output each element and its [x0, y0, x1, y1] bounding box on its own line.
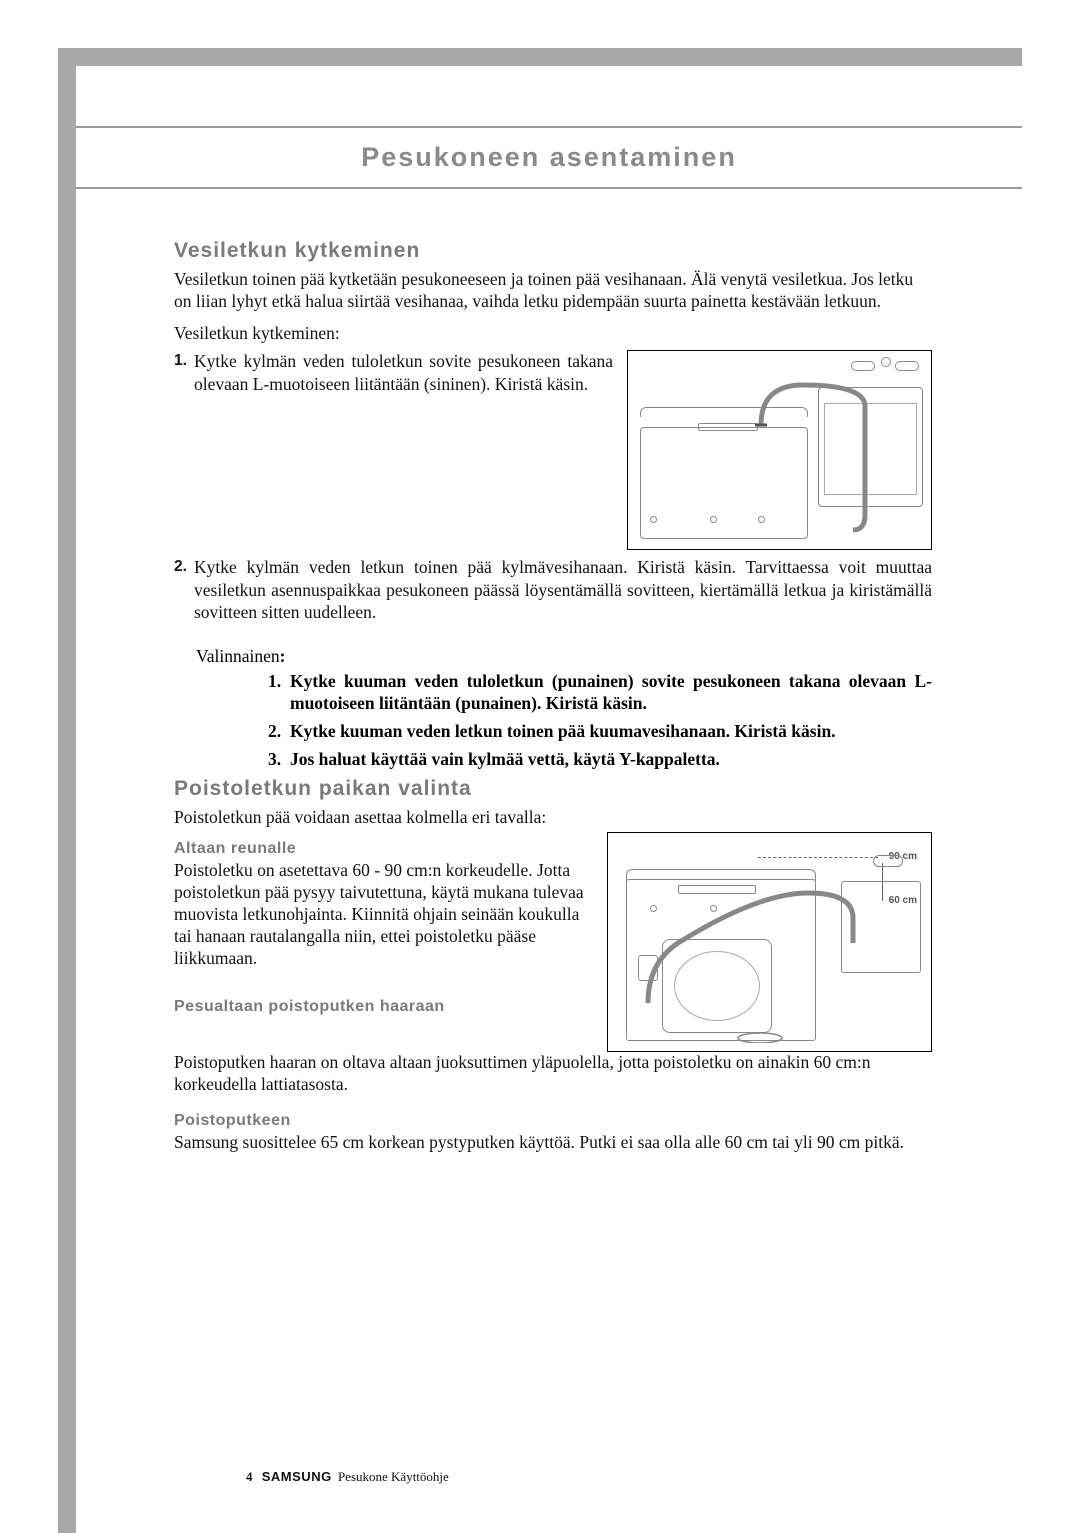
dimension-line-icon [758, 857, 878, 858]
bolt-hole-icon [650, 516, 657, 523]
page-title: Pesukoneen asentaminen [76, 128, 1022, 187]
content-area: Vesiletkun kytkeminen Vesiletkun toinen … [76, 189, 1022, 1154]
item-number: 1. [268, 671, 290, 715]
manual-page: Pesukoneen asentaminen Vesiletkun kytkem… [0, 0, 1080, 1533]
step-number: 1. [174, 350, 192, 370]
optional-label: Valinnainen [196, 646, 280, 666]
page-frame: Pesukoneen asentaminen Vesiletkun kytkem… [58, 48, 1022, 1533]
optional-list: 1. Kytke kuuman veden tuloletkun (punain… [196, 671, 932, 771]
intro-paragraph: Vesiletkun toinen pää kytketään pesukone… [174, 269, 932, 313]
item-number: 3. [268, 749, 290, 771]
item-text: Kytke kuuman veden letkun toinen pää kuu… [290, 721, 836, 743]
step-list: 1. Kytke kylmän veden tuloletkun sovite … [174, 350, 932, 624]
page-footer: 4 SAMSUNG Pesukone Käyttöohje [246, 1469, 449, 1485]
document-title: Pesukone Käyttöohje [338, 1469, 449, 1484]
subheading-drain-pipe: Poistoputkeen [174, 1112, 932, 1130]
faucet-icon [873, 855, 903, 867]
brand-name: SAMSUNG [262, 1469, 332, 1484]
drain-intro: Poistoletkun pää voidaan asettaa kolmell… [174, 807, 932, 829]
step-text: Kytke kylmän veden letkun toinen pää kyl… [194, 556, 932, 624]
page-title-banner: Pesukoneen asentaminen [76, 126, 1022, 189]
optional-block: Valinnainen: 1. Kytke kuuman veden tulol… [174, 646, 932, 771]
drain-hose-icon [638, 873, 898, 1043]
drain-method-a-block: Altaan reunalle Poistoletku on asetettav… [174, 832, 932, 1052]
drain-c-text: Samsung suosittelee 65 cm korkean pystyp… [174, 1132, 932, 1154]
step-number: 2. [174, 556, 192, 576]
item-text: Kytke kuuman veden tuloletkun (punainen)… [290, 671, 932, 715]
page-number: 4 [246, 1469, 253, 1484]
section-heading-drain-hose: Poistoletkun paikan valinta [174, 777, 932, 801]
bolt-hole-icon [710, 516, 717, 523]
step-text: Kytke kylmän veden tuloletkun sovite pes… [194, 350, 613, 396]
section-heading-water-hose: Vesiletkun kytkeminen [174, 239, 932, 263]
colon: : [280, 646, 286, 666]
figure-hose-connection [627, 350, 932, 550]
subheading-drain-branch: Pesualtaan poistoputken haaraan [174, 998, 597, 1016]
faucet-icon [895, 361, 919, 371]
subheading-basin-edge: Altaan reunalle [174, 840, 597, 858]
list-item: 1. Kytke kuuman veden tuloletkun (punain… [268, 671, 932, 715]
sub-intro: Vesiletkun kytkeminen: [174, 323, 932, 344]
drain-a-text: Poistoletku on asetettava 60 - 90 cm:n k… [174, 860, 597, 969]
step-1-row: 1. Kytke kylmän veden tuloletkun sovite … [174, 350, 932, 550]
hose-icon [753, 375, 893, 535]
faucet-icon [851, 361, 875, 371]
list-item: 3. Jos haluat käyttää vain kylmää vettä,… [268, 749, 932, 771]
drain-b-text: Poistoputken haaran on oltava altaan juo… [174, 1052, 932, 1096]
item-number: 2. [268, 721, 290, 743]
figure-drain-hose: 90 cm 60 cm [607, 832, 932, 1052]
list-item: 2. Kytke kuuman veden letkun toinen pää … [268, 721, 932, 743]
washer-panel-icon [698, 423, 758, 431]
tap-handle-icon [881, 357, 891, 367]
item-text: Jos haluat käyttää vain kylmää vettä, kä… [290, 749, 720, 771]
